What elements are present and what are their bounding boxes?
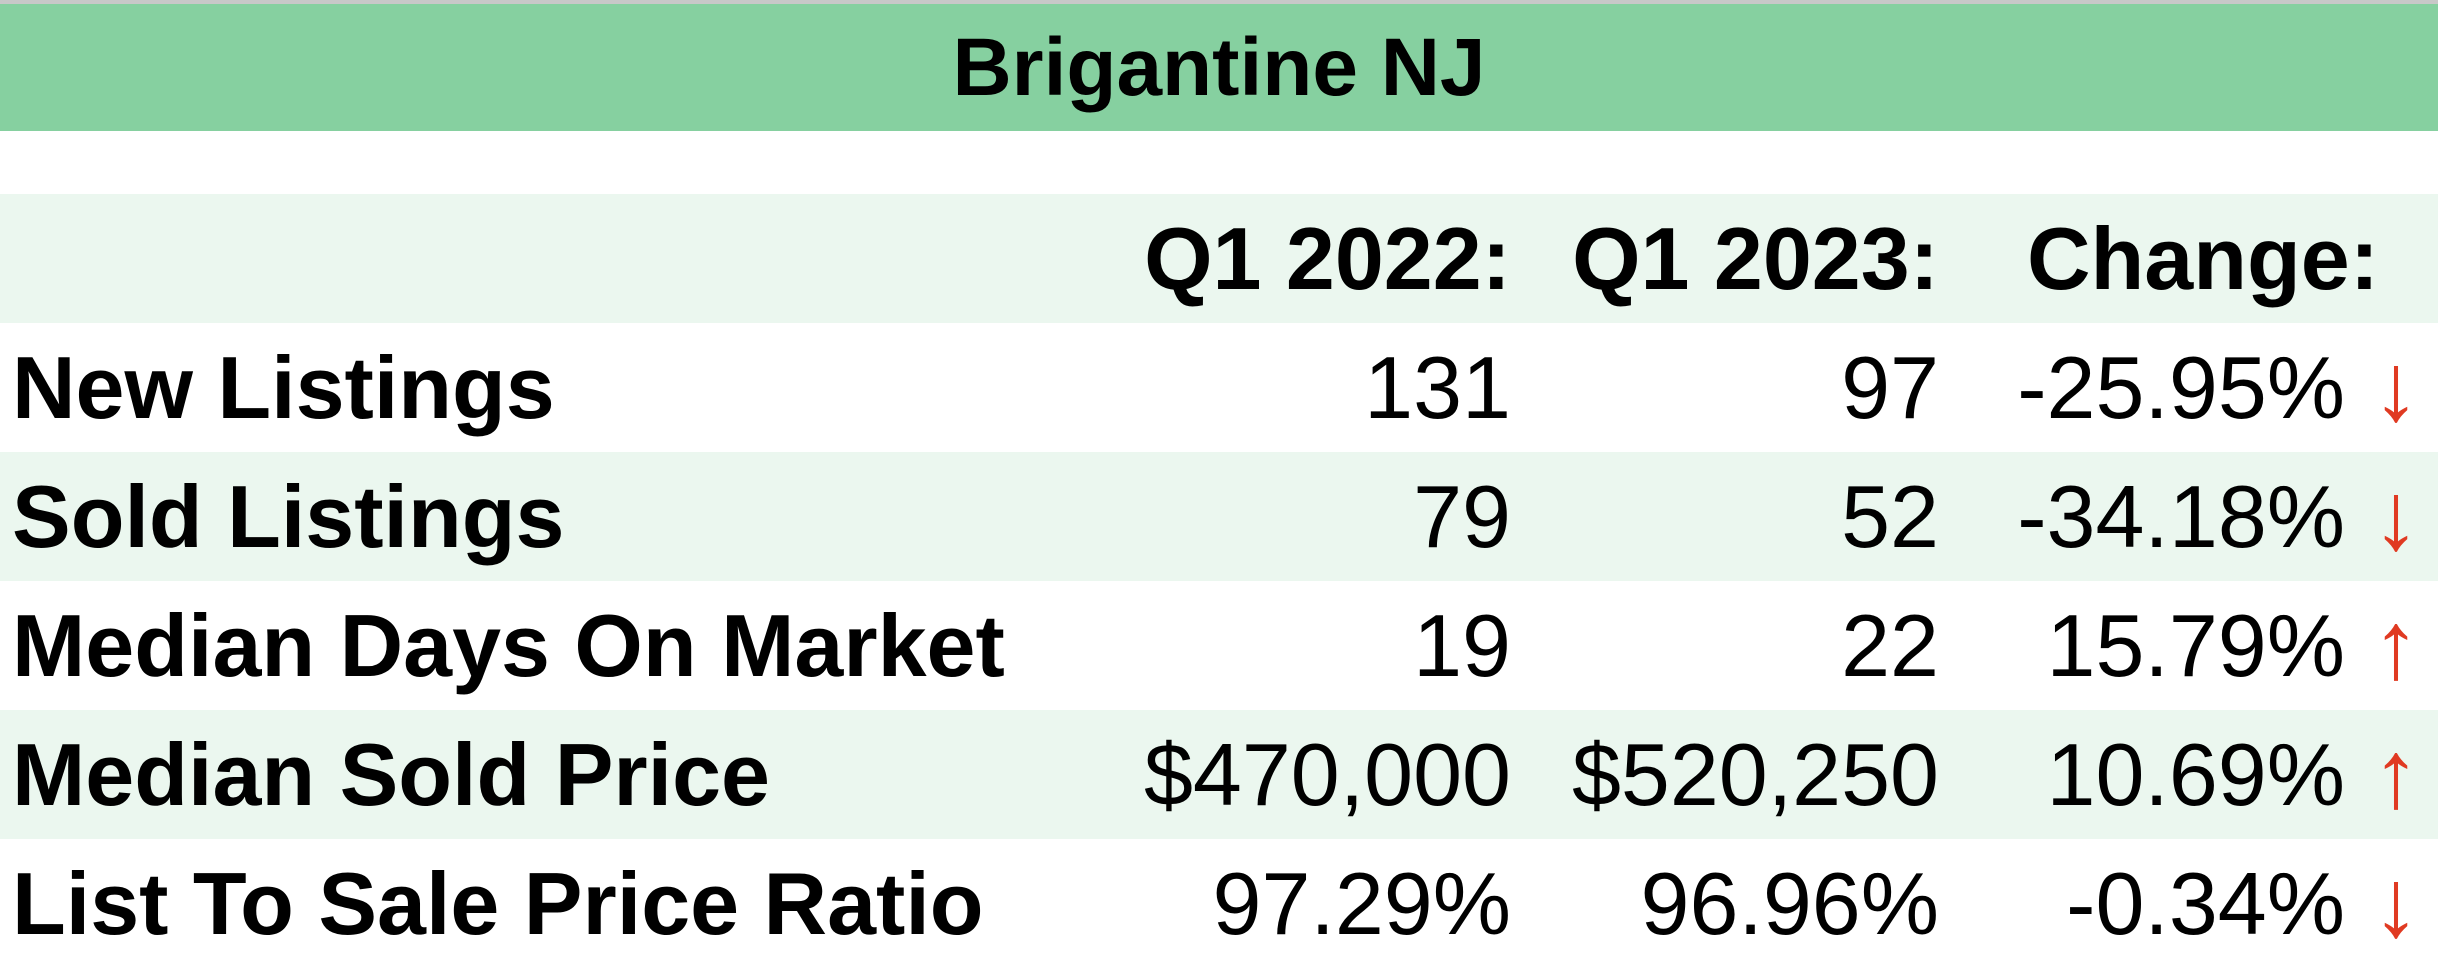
row-band xyxy=(0,323,2438,452)
trend-arrow: ↑ xyxy=(2372,592,2420,699)
cell-value: -25.95% xyxy=(2017,338,2345,437)
cell-value: -34.18% xyxy=(2017,467,2345,566)
header-row xyxy=(0,194,2438,323)
column-header: Q1 2022: xyxy=(1144,209,1511,308)
cell-value: 96.96% xyxy=(1640,854,1939,953)
row-label: Median Sold Price xyxy=(12,725,770,824)
title-band: Brigantine NJ xyxy=(0,4,2438,131)
cell-value: 19 xyxy=(1413,596,1511,695)
trend-arrow: ↑ xyxy=(2372,721,2420,828)
row-label: New Listings xyxy=(12,338,555,437)
row-band xyxy=(0,710,2438,839)
cell-value: 97 xyxy=(1841,338,1939,437)
trend-arrow: ↓ xyxy=(2372,334,2420,441)
cell-value: -0.34% xyxy=(2066,854,2345,953)
cell-value: 52 xyxy=(1841,467,1939,566)
trend-arrow: ↓ xyxy=(2372,850,2420,957)
cell-value: 97.29% xyxy=(1212,854,1511,953)
cell-value: $470,000 xyxy=(1143,725,1511,824)
row-label: Median Days On Market xyxy=(12,596,1005,695)
column-header: Change: xyxy=(2027,209,2379,308)
cell-value: $520,250 xyxy=(1571,725,1939,824)
row-label: List To Sale Price Ratio xyxy=(12,854,984,953)
row-band xyxy=(0,839,2438,968)
top-border xyxy=(0,0,2438,4)
row-band xyxy=(0,581,2438,710)
row-label: Sold Listings xyxy=(12,467,565,566)
cell-value: 15.79% xyxy=(2046,596,2345,695)
trend-arrow: ↓ xyxy=(2372,463,2420,570)
cell-value: 131 xyxy=(1364,338,1511,437)
cell-value: 22 xyxy=(1841,596,1939,695)
column-header: Q1 2023: xyxy=(1572,209,1939,308)
cell-value: 79 xyxy=(1413,467,1511,566)
title: Brigantine NJ xyxy=(952,22,1486,113)
cell-value: 10.69% xyxy=(2046,725,2345,824)
row-band xyxy=(0,452,2438,581)
